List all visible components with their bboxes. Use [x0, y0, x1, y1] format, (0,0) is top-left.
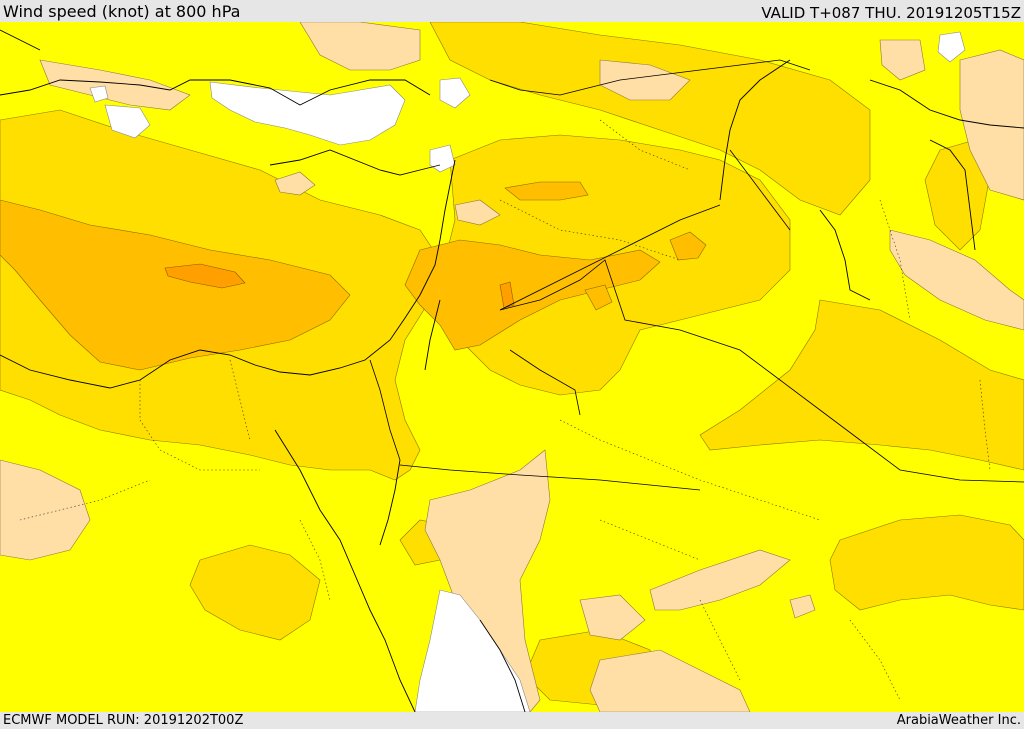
- coastlines: [0, 29, 1024, 712]
- wind-speed-map[interactable]: [0, 22, 1024, 712]
- province-borders: [19, 119, 991, 701]
- very-strong-wind-areas: [164, 263, 515, 309]
- footer-bar: ECMWF MODEL RUN: 20191202T00Z ArabiaWeat…: [0, 712, 1024, 729]
- calm-wind-areas: [89, 31, 966, 712]
- credit: ArabiaWeather Inc.: [896, 713, 1021, 728]
- country-borders: [369, 59, 1024, 491]
- model-run: ECMWF MODEL RUN: 20191202T00Z: [3, 713, 244, 728]
- light-wind-areas: [0, 22, 1024, 712]
- title-bar: Wind speed (knot) at 800 hPa VALID T+087…: [0, 0, 1024, 22]
- map-canvas: [0, 22, 1024, 712]
- valid-time: VALID T+087 THU. 20191205T15Z: [761, 4, 1021, 22]
- map-title: Wind speed (knot) at 800 hPa: [3, 2, 241, 21]
